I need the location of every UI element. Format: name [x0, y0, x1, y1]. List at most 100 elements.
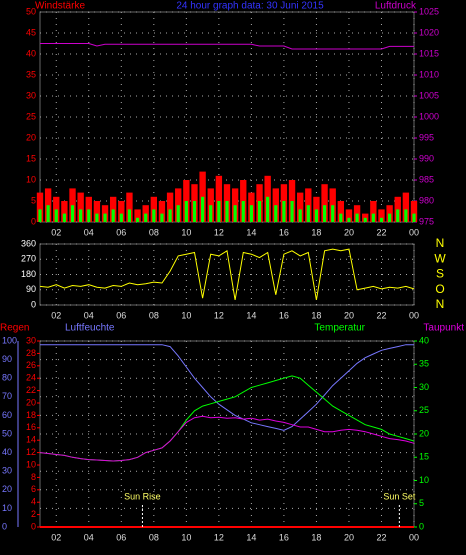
y-tick-label: 0	[31, 216, 36, 226]
bar	[77, 192, 84, 222]
bar	[134, 209, 141, 222]
y3-tick-label: 6	[31, 484, 36, 494]
x-tick-label: 10	[181, 532, 191, 542]
x-tick-label: 06	[116, 227, 126, 237]
y2-tick-label: 985	[419, 174, 434, 184]
x-tick-label: 08	[149, 532, 159, 542]
y-tick-label: 20	[26, 132, 36, 142]
compass-label: S	[436, 267, 444, 281]
bar	[388, 213, 392, 222]
bar	[274, 205, 278, 222]
y-tick-label: 50	[2, 428, 12, 438]
bar	[321, 184, 328, 222]
x-tick-label: 04	[84, 227, 94, 237]
series-line	[40, 344, 414, 431]
y2-tick-label: 1010	[419, 69, 439, 79]
y2-tick-label: 990	[419, 153, 434, 163]
bar	[266, 196, 270, 222]
y-tick-label: 50	[26, 6, 36, 16]
y-tick-label: 360	[21, 238, 36, 248]
series-name: Temperatur	[314, 323, 365, 334]
bar	[378, 209, 385, 222]
bar	[127, 209, 132, 222]
x-tick-label: 10	[181, 227, 191, 237]
series-name: Taupunkt	[423, 323, 464, 334]
bar	[396, 209, 400, 222]
bar	[192, 201, 197, 222]
bar	[126, 192, 133, 222]
y-tick-label: 45	[26, 27, 36, 37]
bar	[347, 217, 351, 222]
y-tick-label: 35	[26, 69, 36, 79]
x-tick-label: 00	[409, 310, 419, 320]
x-tick-label: 16	[279, 532, 289, 542]
x-tick-label: 16	[279, 227, 289, 237]
x-tick-label: 02	[51, 310, 61, 320]
y-tick-label: 10	[26, 174, 36, 184]
y3-tick-label: 16	[26, 422, 36, 432]
bar	[249, 205, 253, 222]
y2-tick-label: 995	[419, 132, 434, 142]
x-tick-label: 14	[246, 310, 256, 320]
y2-tick-label: 15	[419, 452, 429, 462]
bar	[135, 217, 140, 222]
bar	[93, 201, 101, 222]
x-tick-label: 12	[214, 310, 224, 320]
y-tick-label: 60	[2, 410, 12, 420]
bar	[296, 192, 304, 222]
y2-tick-label: 1000	[419, 111, 439, 121]
x-tick-label: 20	[344, 227, 354, 237]
x-tick-label: 10	[181, 310, 191, 320]
x-tick-label: 02	[51, 227, 61, 237]
x-tick-label: 08	[149, 227, 159, 237]
bar	[168, 209, 172, 222]
y-tick-label: 20	[2, 484, 12, 494]
y3-tick-label: 0	[31, 521, 36, 531]
chart-title: 24 hour graph data: 30 Juni 2015	[176, 1, 324, 12]
bar	[95, 213, 99, 222]
y3-tick-label: 26	[26, 360, 36, 370]
bar	[36, 192, 44, 222]
y-tick-label: 40	[2, 447, 12, 457]
x-tick-label: 06	[116, 532, 126, 542]
y2-tick-label: 20	[419, 428, 429, 438]
bar	[70, 205, 75, 222]
y2-tick-label: 25	[419, 405, 429, 415]
bar	[176, 205, 180, 222]
y2-tick-label: 1005	[419, 90, 439, 100]
bar	[306, 205, 310, 222]
y2-tick-label: 10	[419, 475, 429, 485]
y-tick-label: 30	[2, 466, 12, 476]
bar	[404, 209, 408, 222]
axis-title: Luftdruck	[375, 1, 417, 12]
compass-label: N	[436, 297, 445, 311]
y2-tick-label: 5	[419, 498, 424, 508]
x-tick-label: 18	[311, 532, 321, 542]
bar	[233, 205, 237, 222]
bar	[355, 213, 359, 222]
y2-tick-label: 1015	[419, 48, 439, 58]
y-tick-label: 0	[2, 521, 7, 531]
y-tick-label: 180	[21, 269, 36, 279]
bar	[119, 213, 123, 222]
y2-tick-label: 35	[419, 359, 429, 369]
y3-tick-label: 22	[26, 385, 36, 395]
x-tick-label: 22	[376, 532, 386, 542]
bar	[209, 205, 213, 222]
bar	[38, 209, 42, 222]
bar	[363, 217, 367, 222]
y3-tick-label: 4	[31, 497, 36, 507]
y3-tick-label: 2	[31, 509, 36, 519]
bar	[62, 213, 66, 222]
bar	[87, 209, 91, 222]
bar	[290, 201, 294, 222]
y3-tick-label: 14	[26, 435, 36, 445]
series-name: Regen	[0, 323, 29, 334]
bar	[144, 213, 148, 222]
bar	[160, 213, 164, 222]
x-tick-label: 14	[246, 227, 256, 237]
bar	[314, 209, 319, 222]
y-tick-label: 0	[31, 299, 36, 309]
